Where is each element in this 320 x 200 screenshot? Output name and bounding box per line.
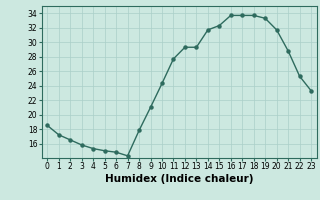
X-axis label: Humidex (Indice chaleur): Humidex (Indice chaleur) xyxy=(105,174,253,184)
